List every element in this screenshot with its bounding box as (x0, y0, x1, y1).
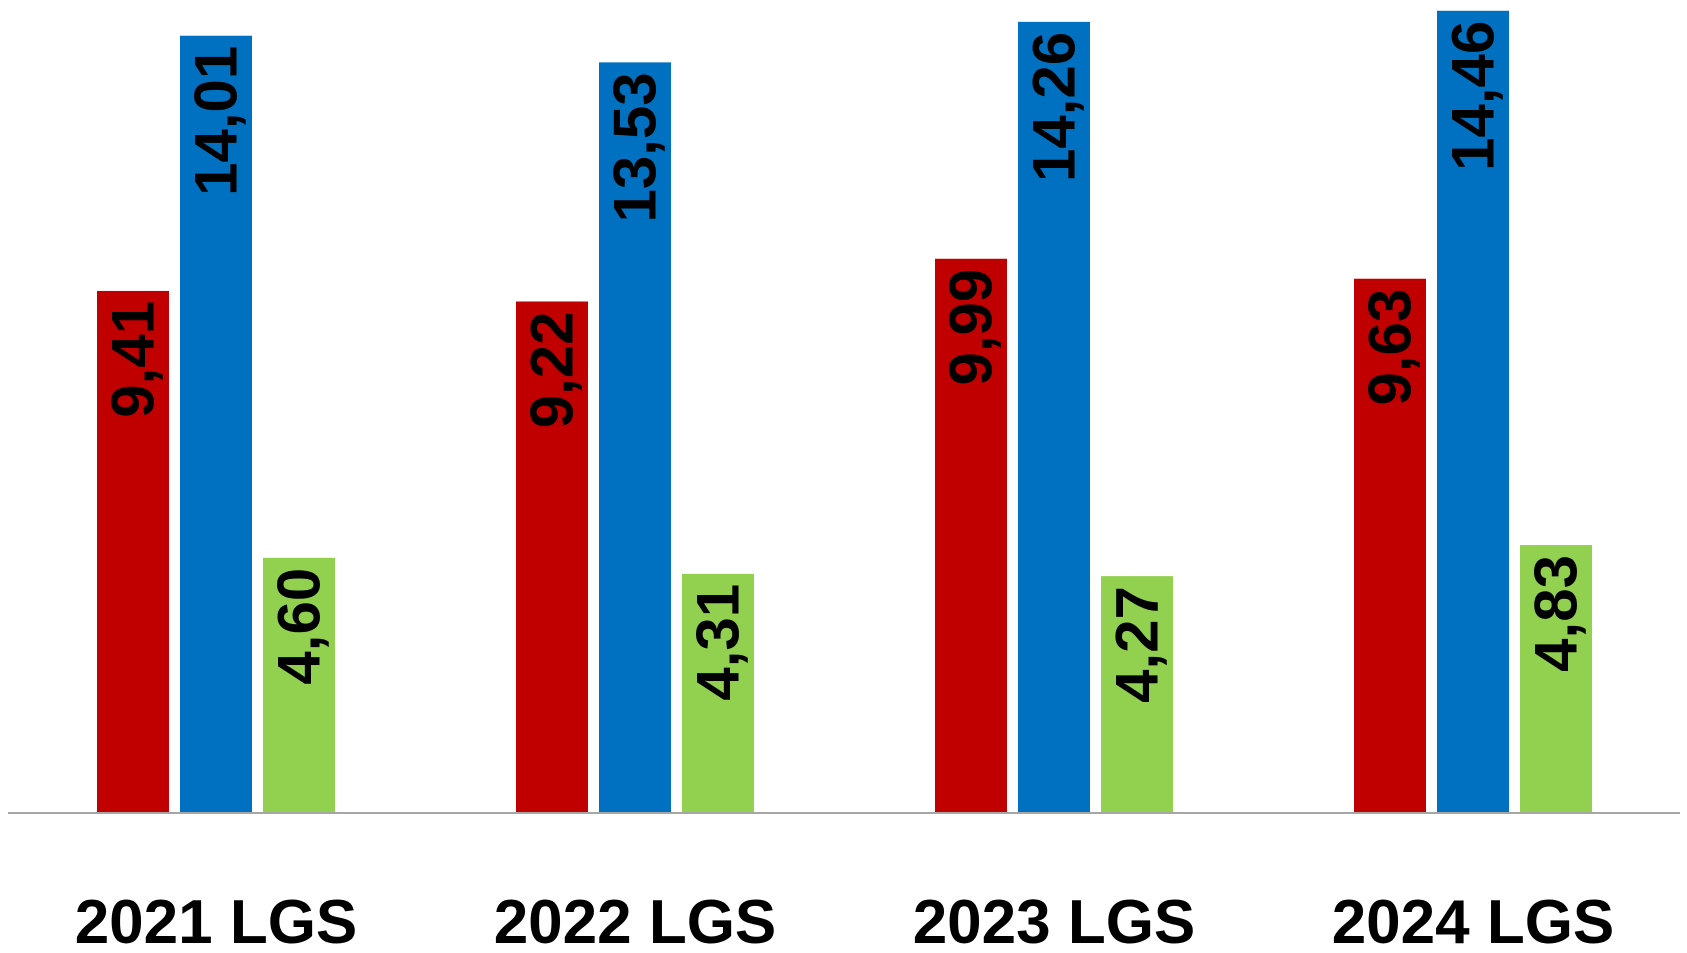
bar-2024-lgs-series-2 (1437, 10, 1509, 813)
data-label: 13,53 (602, 72, 669, 222)
data-label: 9,99 (938, 269, 1005, 386)
bar-2022-lgs-series-1 (516, 301, 588, 813)
category-labels-group: 2021 LGS 2022 LGS 2023 LGS 2024 LGS (75, 888, 1615, 953)
bar-2021-lgs-series-1 (97, 290, 169, 813)
data-label: 4,83 (1523, 555, 1590, 672)
category-label: 2021 LGS (75, 888, 358, 953)
bar-2021-lgs-series-3 (263, 557, 335, 813)
data-label: 4,27 (1104, 586, 1171, 703)
bar-2023-lgs-series-3 (1101, 576, 1173, 813)
bar-2022-lgs-series-3 (682, 573, 754, 813)
bars-group (97, 10, 1592, 814)
bar-2022-lgs-series-2 (599, 62, 671, 813)
data-label: 9,41 (100, 301, 167, 418)
data-label: 14,46 (1440, 21, 1507, 171)
bar-2024-lgs-series-3 (1520, 545, 1592, 813)
category-label: 2022 LGS (494, 888, 777, 953)
bar-2023-lgs-series-2 (1018, 21, 1090, 813)
data-label: 4,60 (266, 568, 333, 685)
bar-2024-lgs-series-1 (1354, 278, 1426, 813)
bar-2023-lgs-series-1 (935, 258, 1007, 814)
data-label: 4,31 (685, 584, 752, 701)
data-label: 9,22 (519, 311, 586, 428)
data-label: 9,63 (1357, 289, 1424, 406)
data-label: 14,01 (183, 46, 250, 196)
bar-labels-group: 9,41 14,01 4,60 9,22 13,53 4,31 9,99 14,26 4,27 9… (100, 21, 1590, 703)
bar-2021-lgs-series-2 (180, 35, 252, 814)
data-label: 14,26 (1021, 32, 1088, 182)
category-label: 2024 LGS (1332, 888, 1615, 953)
category-label: 2023 LGS (913, 888, 1196, 953)
